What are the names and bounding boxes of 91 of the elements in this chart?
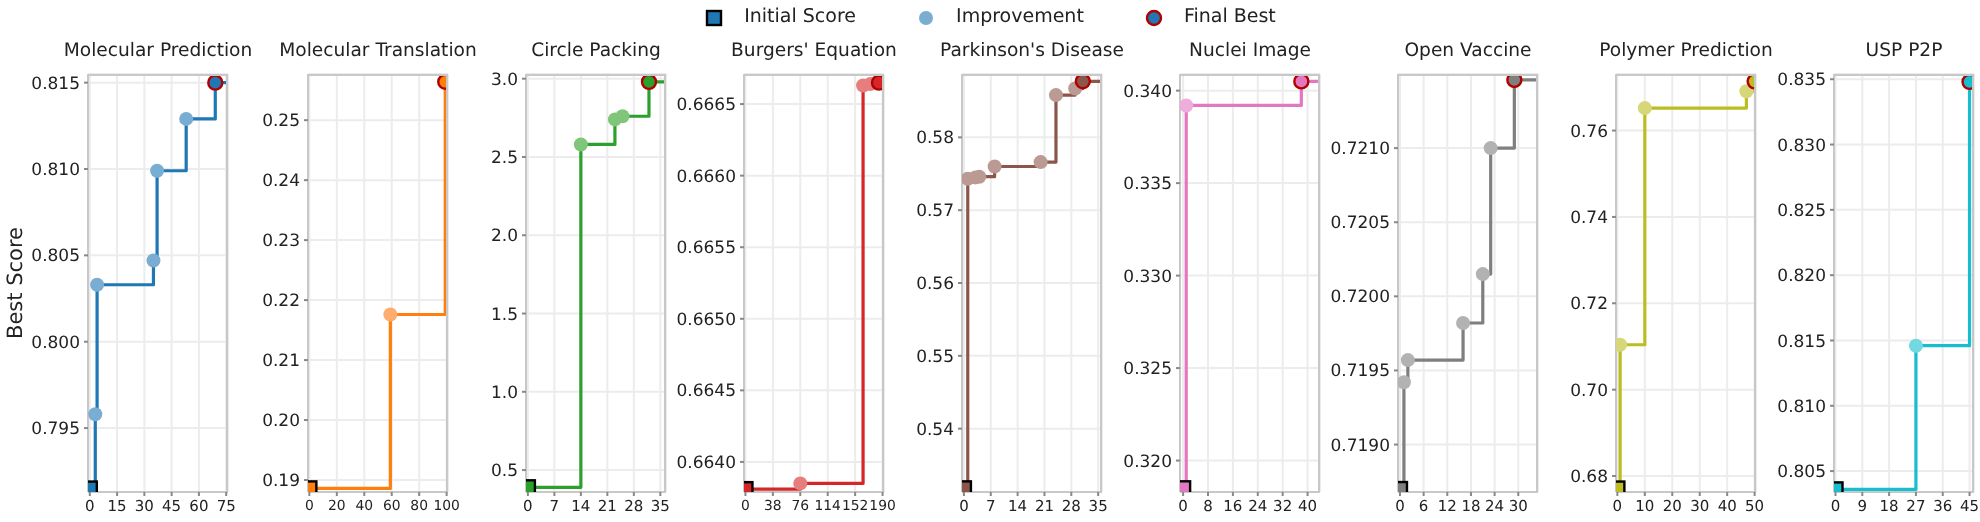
point [1616,337,1628,352]
y-tick-label: 0.805 [31,247,80,268]
y-tick-label: 0.6655 [676,239,736,260]
y-tick-label: 0.7205 [1330,214,1390,235]
y-tick-label: 0.19 [262,472,300,493]
y-tick-label: 0.54 [916,420,954,441]
y-tick-label: 0.830 [1777,136,1826,157]
y-tick-label: 0.815 [31,74,80,95]
chart-title: Parkinson's Disease [940,40,1124,62]
point [1074,74,1092,90]
y-tick-label: 0.72 [1570,295,1608,316]
y-axis-title: Best Score [3,227,28,339]
point [1483,141,1498,156]
point [1180,98,1194,113]
y-tick-label: 0.6660 [676,167,736,188]
y-tick-label: 0.6645 [676,382,736,403]
point [1293,74,1310,90]
point [179,111,194,126]
y-tick-label: 0.820 [1777,267,1826,288]
y-tick-label: 0.74 [1570,208,1608,229]
y-tick-label: 0.55 [916,347,954,368]
chart-title: Burgers' Equation [731,40,897,62]
point [1506,74,1523,89]
y-tick-label: 2.5 [490,149,518,170]
point [793,476,808,491]
point [1908,338,1923,353]
point [573,137,588,152]
y-tick-label: 0.7190 [1330,436,1390,457]
point [1637,101,1652,116]
y-tick-label: 0.810 [31,161,80,182]
legend-label: Improvement [956,6,1084,28]
y-tick-label: 3.0 [490,70,518,91]
y-tick-label: 1.0 [490,383,518,404]
point [1475,267,1490,282]
y-tick-label: 0.23 [262,232,300,253]
y-tick-label: 0.340 [1123,82,1172,103]
y-tick-label: 0.22 [262,292,300,313]
chart-title: Open Vaccine [1404,40,1532,62]
y-tick-label: 0.57 [916,202,954,223]
chart-title: Circle Packing [531,40,661,62]
y-tick-label: 0.5 [490,462,518,483]
legend-label: Final Best [1183,6,1276,28]
point [640,74,658,91]
y-tick-label: 0.330 [1123,267,1172,288]
y-tick-label: 0.7195 [1330,362,1390,383]
y-tick-label: 0.68 [1570,468,1608,489]
point [1033,155,1048,170]
y-tick-label: 0.25 [262,112,300,133]
y-tick-label: 0.795 [31,420,80,441]
point [1180,480,1192,492]
y-tick-label: 0.800 [31,333,80,354]
point [1048,88,1063,103]
chart-title: USP P2P [1865,40,1943,62]
y-tick-label: 0.335 [1123,175,1172,196]
point [207,74,224,91]
y-tick-label: 0.805 [1777,463,1826,484]
y-tick-label: 0.76 [1570,122,1608,143]
y-tick-label: 0.810 [1777,397,1826,418]
point [1456,316,1471,331]
y-tick-label: 2.0 [490,227,518,248]
y-tick-label: 0.6650 [676,310,736,331]
point [90,277,105,292]
y-tick-label: 0.815 [1777,332,1826,353]
point [1398,375,1411,390]
point [987,159,1002,174]
point [615,109,630,124]
point [150,163,165,178]
y-tick-label: 0.825 [1777,201,1826,222]
legend-label: Initial Score [744,6,857,28]
y-tick-label: 0.24 [262,172,300,193]
chart-title: Nuclei Image [1189,40,1311,62]
y-tick-label: 0.325 [1123,360,1172,381]
y-tick-label: 0.58 [916,129,954,150]
point [383,307,398,322]
y-tick-label: 0.7210 [1330,140,1390,161]
y-tick-label: 0.70 [1570,381,1608,402]
chart-title: Molecular Prediction [63,40,253,62]
point [1400,353,1415,368]
chart-title: Polymer Prediction [1599,40,1773,62]
y-tick-label: 0.6665 [676,96,736,117]
y-tick-label: 0.21 [262,352,300,373]
y-tick-label: 0.6640 [676,453,736,474]
y-tick-label: 0.56 [916,275,954,296]
y-tick-label: 0.835 [1777,71,1826,92]
chart-title: Molecular Translation [279,40,477,62]
y-tick-label: 0.320 [1123,452,1172,473]
point [88,407,103,422]
y-tick-label: 0.20 [262,412,300,433]
y-tick-label: 1.5 [490,305,518,326]
point [146,253,161,268]
y-tick-label: 0.7200 [1330,288,1390,309]
